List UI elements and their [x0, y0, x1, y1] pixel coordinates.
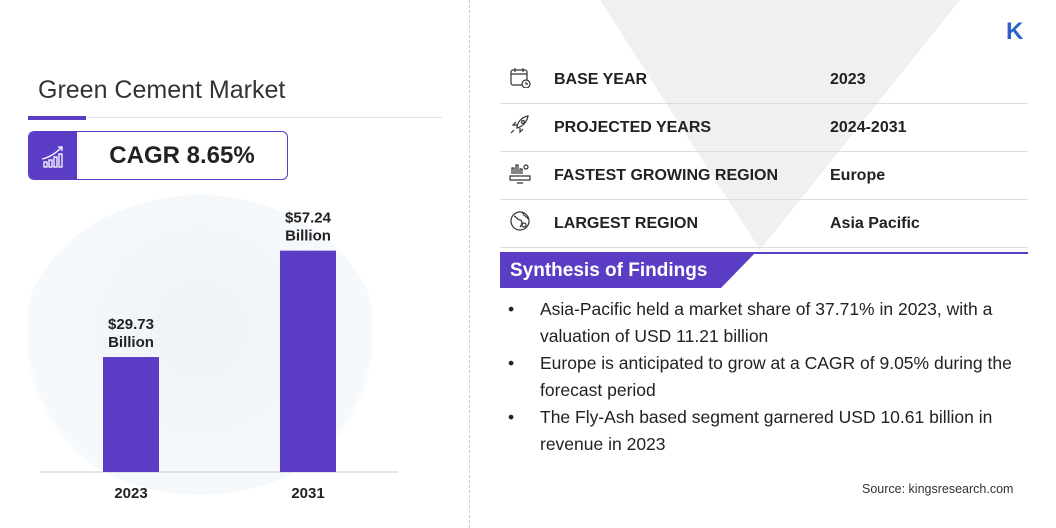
title-rule-accent: [28, 116, 86, 120]
info-label: LARGEST REGION: [554, 214, 699, 232]
x-tick-label: 2031: [291, 485, 324, 502]
source-text: Source: kingsresearch.com: [862, 482, 1014, 496]
kings-research-logo: K: [1006, 18, 1024, 45]
cagr-value: CAGR 8.65%: [109, 141, 255, 169]
findings-list: Asia-Pacific held a market share of 37.7…: [508, 296, 1028, 458]
rocket-icon: [500, 114, 554, 141]
divider: [469, 0, 470, 528]
growth-region-icon: [500, 162, 554, 189]
info-value: 2024-2031: [830, 118, 907, 136]
calendar-icon: [500, 66, 554, 93]
info-row: PROJECTED YEARS 2024-2031: [500, 104, 1028, 152]
finding-item: Asia-Pacific held a market share of 37.7…: [508, 296, 1028, 350]
x-tick-label: 2023: [114, 485, 147, 502]
background-triangle: [600, 0, 960, 250]
info-label: FASTEST GROWING REGION: [554, 166, 779, 184]
synthesis-title: Synthesis of Findings: [500, 254, 754, 288]
synthesis-rule: [500, 252, 1028, 254]
title-rule: [28, 117, 442, 118]
data-label: Billion: [285, 228, 331, 245]
finding-item: The Fly-Ash based segment garnered USD 1…: [508, 404, 1028, 458]
info-value: 2023: [830, 70, 866, 88]
data-label: $57.24: [285, 210, 332, 227]
data-label: Billion: [108, 334, 154, 351]
info-value: Asia Pacific: [830, 214, 920, 232]
info-value: Europe: [830, 166, 886, 184]
page-title: Green Cement Market: [38, 76, 286, 104]
info-label: BASE YEAR: [554, 70, 648, 88]
bar-2023: [103, 357, 159, 472]
info-row: BASE YEAR 2023: [500, 56, 1028, 104]
info-row: FASTEST GROWING REGION Europe: [500, 152, 1028, 200]
cagr-badge: CAGR 8.65%: [28, 131, 288, 180]
data-label: $29.73: [108, 316, 154, 333]
info-row: LARGEST REGION Asia Pacific: [500, 200, 1028, 248]
info-label: PROJECTED YEARS: [554, 118, 712, 136]
finding-item: Europe is anticipated to grow at a CAGR …: [508, 350, 1028, 404]
growth-chart-icon: [29, 132, 77, 179]
globe-icon: [500, 210, 554, 237]
bar-2031: [280, 250, 336, 472]
